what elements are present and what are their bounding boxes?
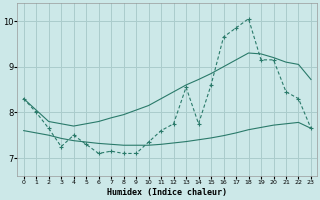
X-axis label: Humidex (Indice chaleur): Humidex (Indice chaleur): [107, 188, 227, 197]
